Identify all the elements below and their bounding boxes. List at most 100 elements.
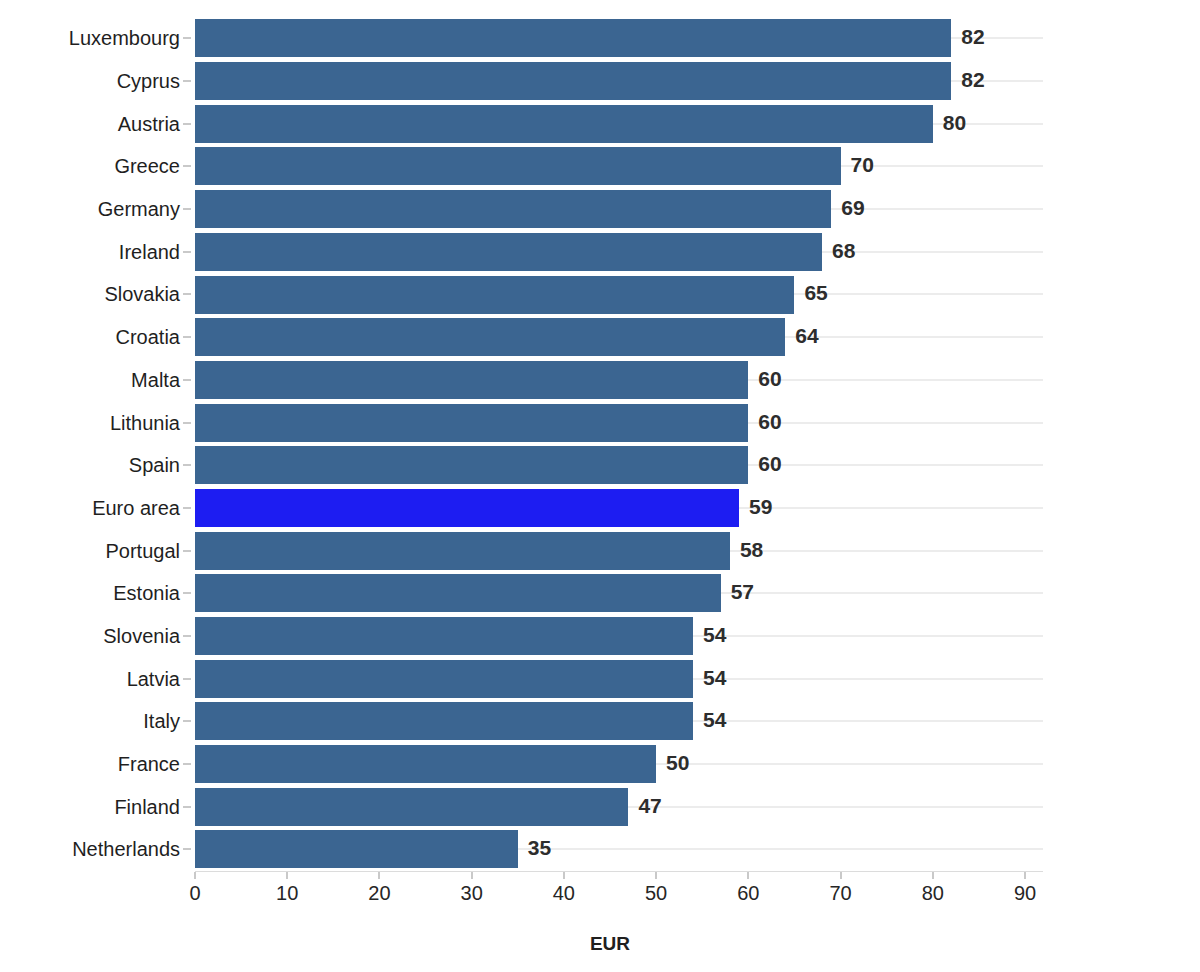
bar bbox=[195, 190, 831, 228]
value-label: 70 bbox=[851, 153, 874, 177]
bar-row: France 50 bbox=[0, 743, 1200, 786]
y-axis-tick bbox=[183, 550, 191, 552]
bar bbox=[195, 532, 730, 570]
bar-row: Malta 60 bbox=[0, 359, 1200, 402]
value-label: 57 bbox=[731, 580, 754, 604]
x-tick-mark bbox=[471, 872, 473, 879]
row-plot-area: 54 bbox=[195, 657, 1043, 700]
bar bbox=[195, 446, 748, 484]
bar-row: Lithunia 60 bbox=[0, 401, 1200, 444]
row-plot-area: 47 bbox=[195, 785, 1043, 828]
row-plot-area: 69 bbox=[195, 188, 1043, 231]
category-label: Spain bbox=[0, 454, 180, 477]
bar bbox=[195, 105, 933, 143]
y-axis-tick bbox=[183, 208, 191, 210]
y-axis-tick bbox=[183, 123, 191, 125]
y-axis-tick bbox=[183, 293, 191, 295]
bar-row: Italy 54 bbox=[0, 700, 1200, 743]
bar bbox=[195, 489, 739, 527]
bar-row: Portugal 58 bbox=[0, 529, 1200, 572]
row-plot-area: 50 bbox=[195, 743, 1043, 786]
x-tick-label: 80 bbox=[903, 882, 963, 905]
category-label: Luxembourg bbox=[0, 27, 180, 50]
category-label: Netherlands bbox=[0, 838, 180, 861]
bar-row: Netherlands 35 bbox=[0, 828, 1200, 871]
y-axis-tick bbox=[183, 37, 191, 39]
x-tick-mark bbox=[286, 872, 288, 879]
bar bbox=[195, 617, 693, 655]
x-tick-label: 40 bbox=[534, 882, 594, 905]
bar bbox=[195, 660, 693, 698]
x-axis-title: EUR bbox=[195, 933, 1025, 955]
value-label: 58 bbox=[740, 537, 763, 561]
bar-row: Cyprus 82 bbox=[0, 60, 1200, 103]
row-plot-area: 82 bbox=[195, 60, 1043, 103]
category-label: Croatia bbox=[0, 326, 180, 349]
value-label: 35 bbox=[528, 836, 551, 860]
row-plot-area: 68 bbox=[195, 230, 1043, 273]
x-tick-label: 20 bbox=[349, 882, 409, 905]
row-plot-area: 54 bbox=[195, 615, 1043, 658]
bar bbox=[195, 62, 951, 100]
x-tick-mark bbox=[932, 872, 934, 879]
y-axis-tick bbox=[183, 635, 191, 637]
value-label: 60 bbox=[758, 452, 781, 476]
category-label: Cyprus bbox=[0, 70, 180, 93]
bar-row: Slovakia 65 bbox=[0, 273, 1200, 316]
x-tick-mark bbox=[378, 872, 380, 879]
x-tick-mark bbox=[655, 872, 657, 879]
y-axis-tick bbox=[183, 165, 191, 167]
bar bbox=[195, 19, 951, 57]
row-plot-area: 80 bbox=[195, 102, 1043, 145]
bar-chart: Luxembourg 82 Cyprus 82 Austria 80 Greec… bbox=[0, 0, 1200, 972]
category-label: Estonia bbox=[0, 582, 180, 605]
row-plot-area: 60 bbox=[195, 359, 1043, 402]
row-plot-area: 82 bbox=[195, 17, 1043, 60]
bar-row: Austria 80 bbox=[0, 102, 1200, 145]
value-label: 64 bbox=[795, 324, 818, 348]
bar-row: Luxembourg 82 bbox=[0, 17, 1200, 60]
x-tick-label: 90 bbox=[995, 882, 1055, 905]
value-label: 54 bbox=[703, 708, 726, 732]
x-tick-mark bbox=[194, 872, 196, 879]
category-label: Slovenia bbox=[0, 624, 180, 647]
y-axis-tick bbox=[183, 336, 191, 338]
bar-rows-container: Luxembourg 82 Cyprus 82 Austria 80 Greec… bbox=[0, 17, 1200, 871]
value-label: 50 bbox=[666, 751, 689, 775]
y-axis-tick bbox=[183, 251, 191, 253]
value-label: 80 bbox=[943, 111, 966, 135]
bar-row: Ireland 68 bbox=[0, 230, 1200, 273]
y-axis-tick bbox=[183, 422, 191, 424]
y-axis-tick bbox=[183, 763, 191, 765]
bar-row: Croatia 64 bbox=[0, 316, 1200, 359]
row-plot-area: 64 bbox=[195, 316, 1043, 359]
x-tick-label: 50 bbox=[626, 882, 686, 905]
value-label: 60 bbox=[758, 409, 781, 433]
row-plot-area: 60 bbox=[195, 444, 1043, 487]
category-label: Euro area bbox=[0, 496, 180, 519]
row-plot-area: 35 bbox=[195, 828, 1043, 871]
y-axis-tick bbox=[183, 848, 191, 850]
x-tick-mark bbox=[747, 872, 749, 879]
bar bbox=[195, 276, 794, 314]
bar-row: Slovenia 54 bbox=[0, 615, 1200, 658]
value-label: 69 bbox=[841, 196, 864, 220]
bar bbox=[195, 574, 721, 612]
category-label: Malta bbox=[0, 368, 180, 391]
bar-row: Germany 69 bbox=[0, 188, 1200, 231]
bar-row: Spain 60 bbox=[0, 444, 1200, 487]
row-plot-area: 58 bbox=[195, 529, 1043, 572]
bar bbox=[195, 702, 693, 740]
x-tick-label: 60 bbox=[718, 882, 778, 905]
bar-row: Euro area 59 bbox=[0, 487, 1200, 530]
x-tick-label: 10 bbox=[257, 882, 317, 905]
bar bbox=[195, 745, 656, 783]
x-tick-mark bbox=[563, 872, 565, 879]
category-label: Greece bbox=[0, 155, 180, 178]
y-axis-tick bbox=[183, 592, 191, 594]
category-label: Slovakia bbox=[0, 283, 180, 306]
bar-row: Greece 70 bbox=[0, 145, 1200, 188]
row-plot-area: 57 bbox=[195, 572, 1043, 615]
y-axis-tick bbox=[183, 80, 191, 82]
category-label: Finland bbox=[0, 795, 180, 818]
